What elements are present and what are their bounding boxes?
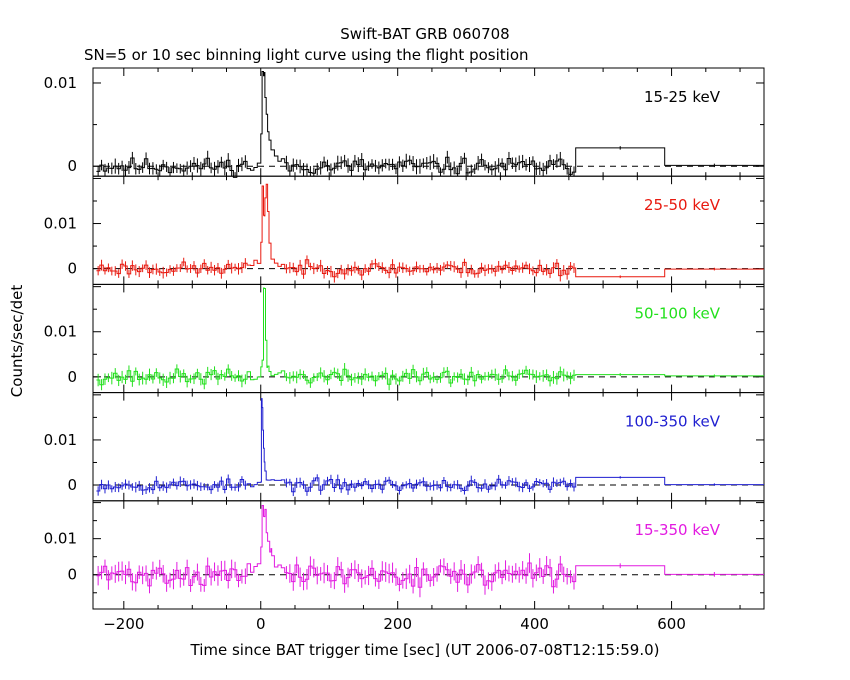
series-line <box>96 505 764 588</box>
y-tick-label: 0.01 <box>44 215 77 233</box>
series-line <box>96 71 764 178</box>
x-tick-label: 400 <box>520 615 549 633</box>
panel-5: 0 0.01 15-350 keV <box>44 500 765 610</box>
y-tick-label: 0.01 <box>44 530 77 548</box>
band-label: 50-100 keV <box>634 304 720 322</box>
panels-group: 0 0.01 15-25 keV 0 0.01 25-50 keV 0 0.01 50-100 … <box>44 67 765 633</box>
y-tick-label: 0.01 <box>44 431 77 449</box>
panel-4: 0 0.01 100-350 keV <box>44 392 765 502</box>
band-label: 15-25 keV <box>644 88 721 106</box>
series-line <box>96 287 764 386</box>
y-tick-label: 0 <box>67 260 77 278</box>
band-label: 15-350 keV <box>634 521 720 539</box>
panel-1: 0 0.01 15-25 keV <box>44 67 765 178</box>
series-line <box>96 398 764 493</box>
panel-frame <box>92 500 765 610</box>
chart-title: Swift-BAT GRB 060708 <box>340 25 509 43</box>
chart-subtitle: SN=5 or 10 sec binning light curve using… <box>84 46 529 64</box>
y-tick-label: 0 <box>67 476 77 494</box>
panel-3: 0 0.01 50-100 keV <box>44 283 765 394</box>
y-tick-label: 0.01 <box>44 74 77 92</box>
panel-2: 0 0.01 25-50 keV <box>44 175 765 285</box>
y-tick-label: 0 <box>67 368 77 386</box>
y-tick-label: 0 <box>67 157 77 175</box>
x-tick-label: −200 <box>103 615 144 633</box>
band-label: 25-50 keV <box>644 196 721 214</box>
x-tick-label: 0 <box>256 615 266 633</box>
x-tick-label: 200 <box>383 615 412 633</box>
band-label: 100-350 keV <box>625 413 721 431</box>
x-axis-label: Time since BAT trigger time [sec] (UT 20… <box>190 641 660 659</box>
x-tick-label: 600 <box>657 615 686 633</box>
series-line <box>96 183 764 278</box>
y-tick-label: 0.01 <box>44 323 77 341</box>
y-axis-label: Counts/sec/det <box>8 285 26 398</box>
y-tick-label: 0 <box>67 566 77 584</box>
